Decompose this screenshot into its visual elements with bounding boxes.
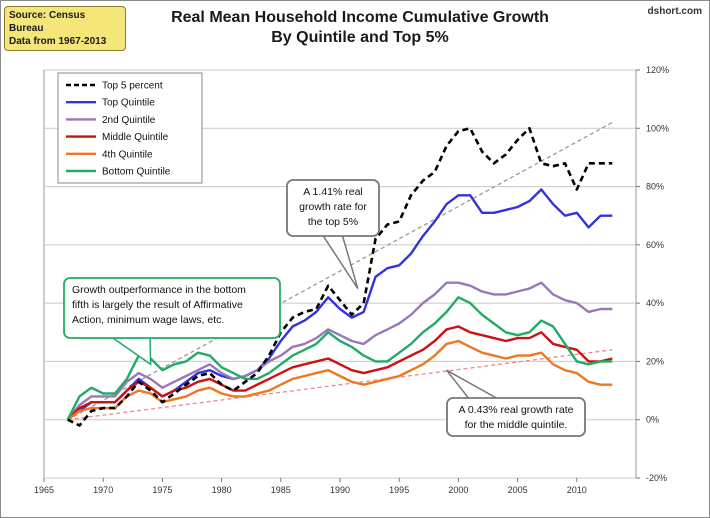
bottom-callout-line: Action, minimum wage laws, etc. <box>72 314 224 326</box>
chart-title: Real Mean Household Income Cumulative Gr… <box>150 8 570 48</box>
source-box: Source: Census Bureau Data from 1967-201… <box>4 6 126 51</box>
y-tick-label: 80% <box>646 182 664 192</box>
legend-label-fourth_quintile: 4th Quintile <box>102 149 153 160</box>
y-tick-label: 40% <box>646 298 664 308</box>
bottom-callout-box <box>63 277 281 339</box>
y-tick-label: 20% <box>646 356 664 366</box>
legend <box>57 72 203 184</box>
x-tick-label: 1980 <box>212 485 232 495</box>
legend-label-middle_quintile: Middle Quintile <box>102 132 169 143</box>
x-tick-label: 2010 <box>567 485 587 495</box>
middle-callout-line: A 0.43% real growth rate <box>459 404 574 416</box>
middle-callout-box <box>446 397 586 437</box>
x-tick-label: 1965 <box>34 485 54 495</box>
x-tick-label: 1975 <box>152 485 172 495</box>
bottom-callout: Growth outperformance in the bottom fifth… <box>63 277 281 366</box>
y-tick-label: 120% <box>646 65 669 75</box>
trendline-trend_middle <box>67 349 613 421</box>
legend-label-top5: Top 5 percent <box>102 81 163 92</box>
top5-callout-line: growth rate for <box>299 201 367 213</box>
top5-callout: A 1.41% real growth rate for the top 5% <box>286 179 380 290</box>
middle-callout: A 0.43% real growth rate for the middle q… <box>446 369 586 437</box>
x-tick-label: 1985 <box>271 485 291 495</box>
y-tick-label: -20% <box>646 473 667 483</box>
top5-callout-line: A 1.41% real <box>303 186 363 198</box>
x-tick-label: 1990 <box>330 485 350 495</box>
x-tick-label: 1995 <box>389 485 409 495</box>
bottom-callout-line: Growth outperformance in the bottom <box>72 284 246 296</box>
source-line2: Data from 1967-2013 <box>9 36 107 47</box>
series-line-second_quintile <box>66 281 613 421</box>
series-line-middle_quintile <box>66 325 613 421</box>
source-line1: Source: Census Bureau <box>9 10 86 34</box>
legend-label-bottom_quintile: Bottom Quintile <box>102 167 171 178</box>
trendline-trend_top5 <box>67 121 613 421</box>
brand-label: dshort.com <box>647 6 702 17</box>
chart-title-line1: Real Mean Household Income Cumulative Gr… <box>171 9 549 26</box>
chart-title-line2: By Quintile and Top 5% <box>271 29 449 46</box>
y-tick-label: 60% <box>646 240 664 250</box>
top5-callout-line: the top 5% <box>308 216 358 228</box>
y-tick-label: 100% <box>646 123 669 133</box>
series-line-fourth_quintile <box>66 339 613 421</box>
y-tick-label: 0% <box>646 415 659 425</box>
x-tick-label: 1970 <box>93 485 113 495</box>
middle-callout-line: for the middle quintile. <box>465 419 568 431</box>
legend-label-top_quintile: Top Quintile <box>102 98 155 109</box>
legend-label-second_quintile: 2nd Quintile <box>102 115 156 126</box>
series-line-bottom_quintile <box>66 296 613 421</box>
top5-callout-box <box>286 179 380 237</box>
x-tick-label: 2005 <box>508 485 528 495</box>
x-tick-label: 2000 <box>448 485 468 495</box>
bottom-callout-line: fifth is largely the result of Affirmati… <box>72 299 243 311</box>
series-line-top5 <box>67 127 613 427</box>
